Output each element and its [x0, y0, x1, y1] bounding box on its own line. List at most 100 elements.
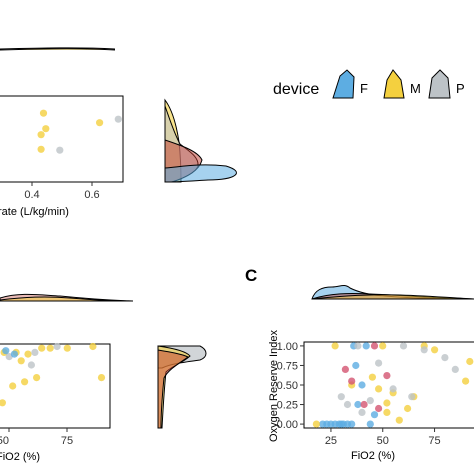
data-point-mixed: [341, 365, 349, 373]
data-point-M: [38, 344, 46, 352]
data-point-F: [366, 420, 374, 428]
data-point-F: [10, 350, 18, 358]
data-point-F: [352, 361, 360, 370]
panel-c-xtick-label: 50: [377, 435, 389, 447]
data-point-M: [37, 131, 45, 139]
data-point-P: [114, 115, 122, 123]
bottom-left-scatter-panel: 50 75 FiO2 (%): [0, 342, 111, 463]
bottom-left-x-axis-title: FiO2 (%): [0, 451, 40, 463]
legend-item-P: P: [428, 69, 465, 99]
data-point-mixed: [348, 377, 356, 385]
legend-item-M: M: [383, 69, 421, 99]
panel-c-ytick-label: 0.25: [277, 400, 298, 412]
top-left-plot-frame: [0, 95, 124, 183]
data-point-M: [97, 374, 106, 382]
data-point-M: [312, 420, 320, 428]
data-point-M: [46, 344, 54, 352]
data-point-M: [24, 350, 32, 358]
data-point-P: [354, 342, 362, 350]
panel-c-y-axis-title: Oxygen Reserve Index: [268, 330, 280, 442]
data-point-P: [399, 342, 408, 350]
bottom-left-xtick-label: 75: [61, 435, 73, 447]
bottom-middle-y-density: [157, 345, 207, 429]
data-point-M: [383, 408, 391, 416]
data-point-P: [53, 342, 61, 351]
data-point-P: [375, 359, 383, 367]
top-left-xtick-label: 0.4: [24, 189, 39, 201]
data-point-F: [370, 411, 379, 419]
data-point-P: [420, 346, 428, 354]
data-point-M: [379, 342, 387, 350]
panel-c-xtick-label: 25: [325, 435, 337, 447]
legend: device F M P: [273, 69, 465, 99]
data-point-mixed: [360, 400, 368, 409]
data-point-M: [395, 416, 403, 424]
data-point-F: [358, 381, 366, 389]
data-point-M: [17, 357, 25, 365]
data-point-mixed: [370, 342, 379, 350]
top-left-scatter-panel: 0.4 0.6 rate (L/kg/min): [0, 95, 124, 218]
top-left-x-density: [0, 47, 116, 51]
data-point-P: [56, 146, 64, 154]
data-point-P: [366, 397, 374, 405]
data-point-M: [9, 382, 17, 390]
data-point-M: [0, 399, 6, 407]
legend-item-F: F: [332, 69, 368, 99]
data-point-M: [42, 125, 50, 133]
panel-c-ytick-label: 0.50: [277, 380, 298, 392]
data-point-M: [466, 357, 474, 366]
legend-label-M: M: [410, 81, 421, 96]
panel-label-c: C: [245, 266, 257, 285]
data-point-F: [348, 420, 356, 428]
panel-c-x-ticks: 25 50 75: [325, 428, 441, 447]
legend-title: device: [273, 81, 319, 98]
bottom-left-plot-frame: [0, 343, 111, 429]
top-left-xtick-label: 0.6: [84, 189, 99, 201]
data-point-M: [63, 344, 71, 352]
bottom-left-x-density: [0, 293, 134, 302]
data-point-mixed: [383, 372, 391, 380]
data-point-F: [2, 347, 10, 355]
top-left-x-axis-title: rate (L/kg/min): [0, 206, 69, 218]
data-point-M: [89, 342, 97, 351]
bottom-left-points: [0, 342, 106, 407]
bottom-left-xtick-label: 50: [0, 435, 9, 447]
panel-c-ytick-label: 0.00: [277, 419, 298, 431]
data-point-M: [96, 119, 104, 127]
panel-c-scatter: 0.00 0.25 0.50 0.75 1.00 25 50 75 Oxygen Reser…: [268, 330, 474, 462]
data-point-P: [451, 365, 459, 373]
panel-c-ytick-label: 1.00: [277, 341, 298, 353]
data-point-M: [404, 404, 412, 413]
panel-c-ytick-label: 0.75: [277, 360, 298, 372]
data-point-F: [362, 342, 370, 350]
data-point-P: [358, 408, 366, 416]
panel-c-points: [312, 342, 474, 428]
data-point-M: [21, 378, 29, 386]
legend-label-F: F: [360, 81, 368, 96]
data-point-P: [337, 393, 345, 401]
data-point-M: [383, 399, 391, 407]
data-point-M: [431, 346, 439, 354]
legend-swatch-F: [332, 69, 355, 99]
data-point-M: [375, 385, 383, 393]
top-right-y-density: [164, 98, 237, 183]
data-point-M: [33, 374, 41, 382]
data-point-P: [343, 400, 352, 409]
data-point-mixed: [375, 404, 383, 413]
panel-c-y-ticks: 0.00 0.25 0.50 0.75 1.00: [277, 341, 304, 431]
data-point-P: [27, 361, 35, 369]
data-point-P: [389, 385, 397, 393]
data-point-M: [39, 109, 48, 117]
data-point-M: [37, 145, 45, 153]
legend-swatch-P: [428, 69, 451, 99]
data-point-M: [462, 377, 470, 385]
data-point-P: [441, 354, 449, 362]
panel-c-xtick-label: 75: [428, 435, 440, 447]
data-point-M: [331, 342, 339, 350]
legend-swatch-M: [383, 69, 405, 99]
data-point-F: [337, 420, 345, 428]
legend-label-P: P: [456, 81, 465, 96]
top-left-points: [37, 109, 122, 154]
data-point-M: [368, 373, 376, 381]
